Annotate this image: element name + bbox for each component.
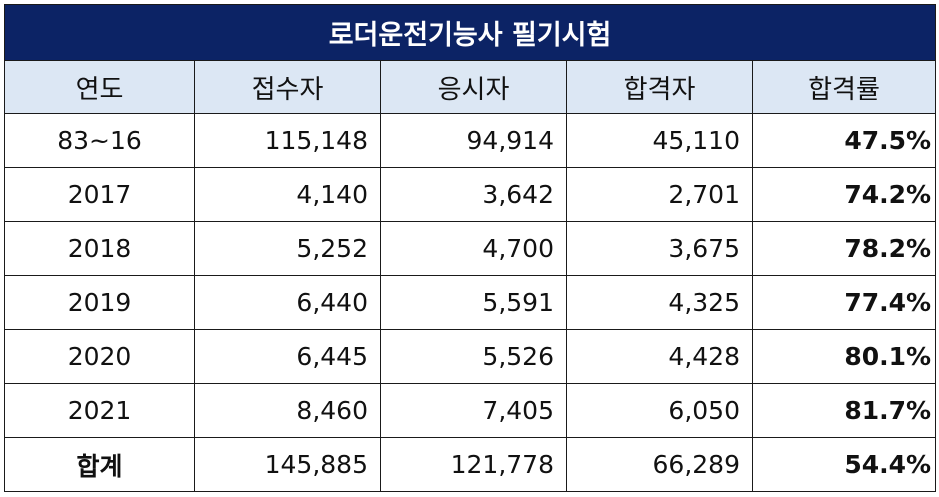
year-cell: 2018 <box>4 221 195 276</box>
pass-rate-cell: 47.5% <box>751 113 937 168</box>
header-passed: 합격자 <box>566 60 753 114</box>
year-cell: 83~16 <box>4 113 195 168</box>
year-cell: 2017 <box>4 167 195 222</box>
applicants-cell: 8,460 <box>194 383 381 438</box>
exam-stats-table-container: 로더운전기능사 필기시험 연도 접수자 응시자 합격자 합격률 83~16 11… <box>3 4 937 492</box>
examinees-cell: 4,700 <box>380 221 567 276</box>
table-title: 로더운전기능사 필기시험 <box>3 4 937 61</box>
exam-stats-table: 로더운전기능사 필기시험 연도 접수자 응시자 합격자 합격률 83~16 11… <box>3 4 937 492</box>
passed-cell: 2,701 <box>566 167 753 222</box>
applicants-cell: 4,140 <box>194 167 381 222</box>
table-row: 2019 6,440 5,591 4,325 77.4% <box>4 275 937 330</box>
table-row: 2021 8,460 7,405 6,050 81.7% <box>4 383 937 438</box>
applicants-cell: 5,252 <box>194 221 381 276</box>
title-row: 로더운전기능사 필기시험 <box>3 4 937 61</box>
passed-cell: 3,675 <box>566 221 753 276</box>
pass-rate-cell: 81.7% <box>751 383 937 438</box>
header-row: 연도 접수자 응시자 합격자 합격률 <box>4 60 937 114</box>
header-pass-rate: 합격률 <box>751 60 937 114</box>
pass-rate-cell: 80.1% <box>751 329 937 384</box>
year-cell: 2021 <box>4 383 195 438</box>
total-label: 합계 <box>4 437 195 492</box>
applicants-cell: 6,445 <box>194 329 381 384</box>
total-applicants-cell: 145,885 <box>194 437 381 492</box>
applicants-cell: 115,148 <box>194 113 381 168</box>
table-row: 2018 5,252 4,700 3,675 78.2% <box>4 221 937 276</box>
examinees-cell: 5,526 <box>380 329 567 384</box>
header-applicants: 접수자 <box>194 60 381 114</box>
total-examinees-cell: 121,778 <box>380 437 567 492</box>
passed-cell: 6,050 <box>566 383 753 438</box>
applicants-cell: 6,440 <box>194 275 381 330</box>
passed-cell: 4,428 <box>566 329 753 384</box>
total-row: 합계 145,885 121,778 66,289 54.4% <box>4 437 937 492</box>
header-examinees: 응시자 <box>380 60 567 114</box>
examinees-cell: 5,591 <box>380 275 567 330</box>
pass-rate-cell: 74.2% <box>751 167 937 222</box>
examinees-cell: 94,914 <box>380 113 567 168</box>
header-year: 연도 <box>4 60 195 114</box>
table-row: 83~16 115,148 94,914 45,110 47.5% <box>4 113 937 168</box>
year-cell: 2020 <box>4 329 195 384</box>
pass-rate-cell: 77.4% <box>751 275 937 330</box>
passed-cell: 45,110 <box>566 113 753 168</box>
passed-cell: 4,325 <box>566 275 753 330</box>
table-row: 2020 6,445 5,526 4,428 80.1% <box>4 329 937 384</box>
pass-rate-cell: 78.2% <box>751 221 937 276</box>
examinees-cell: 7,405 <box>380 383 567 438</box>
year-cell: 2019 <box>4 275 195 330</box>
total-passed-cell: 66,289 <box>566 437 753 492</box>
total-pass-rate-cell: 54.4% <box>751 437 937 492</box>
table-row: 2017 4,140 3,642 2,701 74.2% <box>4 167 937 222</box>
examinees-cell: 3,642 <box>380 167 567 222</box>
